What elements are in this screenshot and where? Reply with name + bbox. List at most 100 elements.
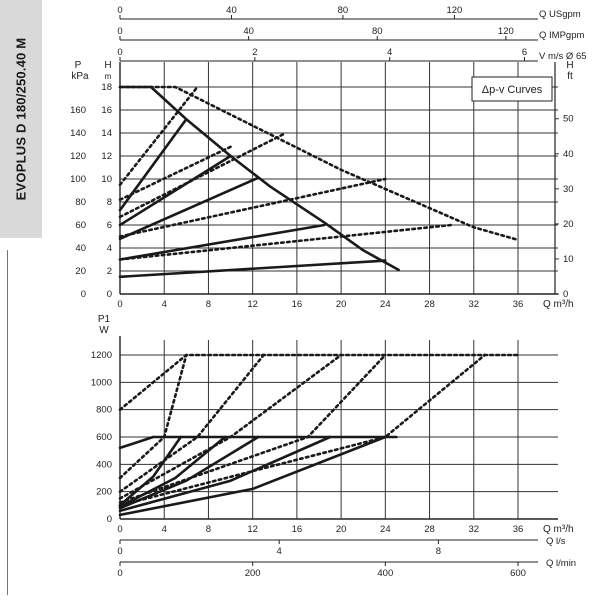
- tick-label-y-m: 16: [101, 105, 112, 116]
- tick-label-y-w: 800: [96, 405, 112, 416]
- tick-label-y-ft: 40: [563, 149, 574, 160]
- head-series-solid: [118, 154, 232, 227]
- tick-label-y-kpa: 80: [75, 197, 86, 208]
- top-axis-tick-label: 120: [446, 5, 462, 16]
- tick-label-y-kpa: 0: [81, 289, 86, 300]
- tick-label-y-kpa: 60: [75, 220, 86, 231]
- tick-label-x: 12: [247, 524, 258, 535]
- tick-label-y-kpa: 160: [70, 105, 86, 116]
- power-series-solid: [118, 435, 387, 517]
- bottom-axis-tick-label: 8: [436, 546, 441, 557]
- tick-label-y-m: 4: [107, 243, 112, 254]
- tick-label-y-w: 0: [107, 514, 112, 525]
- tick-label-y-ft: 30: [563, 184, 574, 195]
- legend: Δp-v Curves: [471, 76, 553, 102]
- head-series-dotted: [118, 145, 232, 201]
- tick-label-y-m: 2: [107, 266, 112, 277]
- top-axis-tick-label: 0: [117, 47, 122, 58]
- grid-layer: [119, 62, 558, 520]
- tick-label-y-m: 8: [107, 197, 112, 208]
- tick-label-y-w: 200: [96, 487, 112, 498]
- power-series-dotted: [118, 353, 343, 500]
- legend-label: Δp-v Curves: [482, 84, 543, 96]
- tick-label-x: 20: [336, 299, 347, 310]
- tick-label-y-m: 14: [101, 128, 112, 139]
- top-axis-tick-label: 2: [252, 47, 257, 58]
- top-axis-tick-label: 80: [372, 26, 383, 37]
- tick-label-x: 4: [162, 299, 167, 310]
- top-axis-tick-label: 6: [522, 47, 527, 58]
- tick-label-y-ft: 50: [563, 114, 574, 125]
- top-axis-tick-label: 40: [243, 26, 254, 37]
- power-series-solid: [118, 435, 398, 450]
- tick-label-y-m: 18: [101, 82, 112, 93]
- tick-label-x: 8: [206, 299, 211, 310]
- head-series-solid: [118, 176, 260, 241]
- bottom-axis-tick-label: 4: [277, 546, 282, 557]
- tick-label-x: 0: [117, 299, 122, 310]
- tick-label-y-m: 6: [107, 220, 112, 231]
- tick-label-x: 8: [206, 524, 211, 535]
- series-layer: [118, 85, 520, 517]
- head-series-dotted: [118, 131, 288, 219]
- head-series-dotted: [118, 223, 453, 261]
- axes-layer: [119, 15, 559, 566]
- power-series-dotted: [118, 353, 487, 507]
- head-series-dotted: [118, 177, 387, 238]
- bottom-axis-label: Q l/s: [546, 536, 566, 547]
- tick-label-y-kpa: 20: [75, 266, 86, 277]
- top-axis-tick-label: 4: [387, 47, 392, 58]
- power-series-dotted: [118, 353, 265, 493]
- top-axis-tick-label: 120: [498, 26, 514, 37]
- head-series-solid: [118, 85, 400, 272]
- tick-label-y-kpa: 120: [70, 151, 86, 162]
- tick-label-y-kpa: 100: [70, 174, 86, 185]
- tick-label-y-w: 400: [96, 459, 112, 470]
- tick-label-y-m: 12: [101, 151, 112, 162]
- tick-label-x: 32: [468, 524, 479, 535]
- bottom-axis-tick-label: 0: [117, 568, 122, 579]
- y-axis-label-h: H: [104, 60, 111, 71]
- power-series-solid: [118, 435, 332, 513]
- tick-label-y-ft: 10: [563, 254, 574, 265]
- text-layer: 0 4 8 12 16 20 24 28 32 3602040608010012014016002…: [70, 5, 586, 579]
- tick-label-x: 12: [247, 299, 258, 310]
- y-axis-label-p: P: [75, 60, 82, 71]
- tick-label-x: 32: [468, 299, 479, 310]
- bottom-axis-tick-label: 200: [245, 568, 261, 579]
- left-rule: [7, 250, 8, 595]
- y-axis-unit-w: W: [99, 325, 109, 336]
- tick-label-x: 20: [336, 524, 347, 535]
- tick-label-x: 28: [424, 299, 435, 310]
- head-series-dotted: [118, 85, 520, 242]
- head-series-dotted: [118, 85, 199, 187]
- power-series-dotted: [118, 353, 387, 504]
- y-axis-unit-kpa: kPa: [71, 71, 89, 82]
- top-axis-tick-label: 80: [338, 5, 349, 16]
- tick-label-y-kpa: 140: [70, 128, 86, 139]
- bottom-axis-tick-label: 600: [510, 568, 526, 579]
- head-series-solid: [118, 223, 326, 261]
- tick-label-y-w: 1000: [91, 377, 112, 388]
- x-axis-label-top: Q m³/h: [543, 299, 574, 310]
- y-axis-label-h-ft: H: [566, 60, 573, 71]
- tick-label-y-m: 0: [107, 289, 112, 300]
- power-series-solid: [118, 435, 183, 507]
- top-axis-tick-label: 0: [117, 26, 122, 37]
- tick-label-y-w: 1200: [91, 350, 112, 361]
- tick-label-y-kpa: 40: [75, 243, 86, 254]
- bottom-axis-tick-label: 0: [117, 546, 122, 557]
- y-axis-label-p1: P1: [98, 314, 111, 325]
- tick-label-x: 36: [513, 524, 524, 535]
- power-series-dotted: [118, 353, 188, 480]
- y-axis-unit-m: m: [105, 72, 112, 81]
- head-series-solid: [118, 259, 387, 279]
- tick-label-x: 16: [292, 299, 303, 310]
- tick-label-y-ft: 0: [563, 289, 568, 300]
- tick-label-x: 24: [380, 299, 391, 310]
- tick-label-x: 4: [162, 524, 167, 535]
- top-axis-label: V m/s Ø 65: [539, 51, 587, 62]
- bottom-axis-tick-label: 400: [377, 568, 393, 579]
- tick-label-x: 24: [380, 524, 391, 535]
